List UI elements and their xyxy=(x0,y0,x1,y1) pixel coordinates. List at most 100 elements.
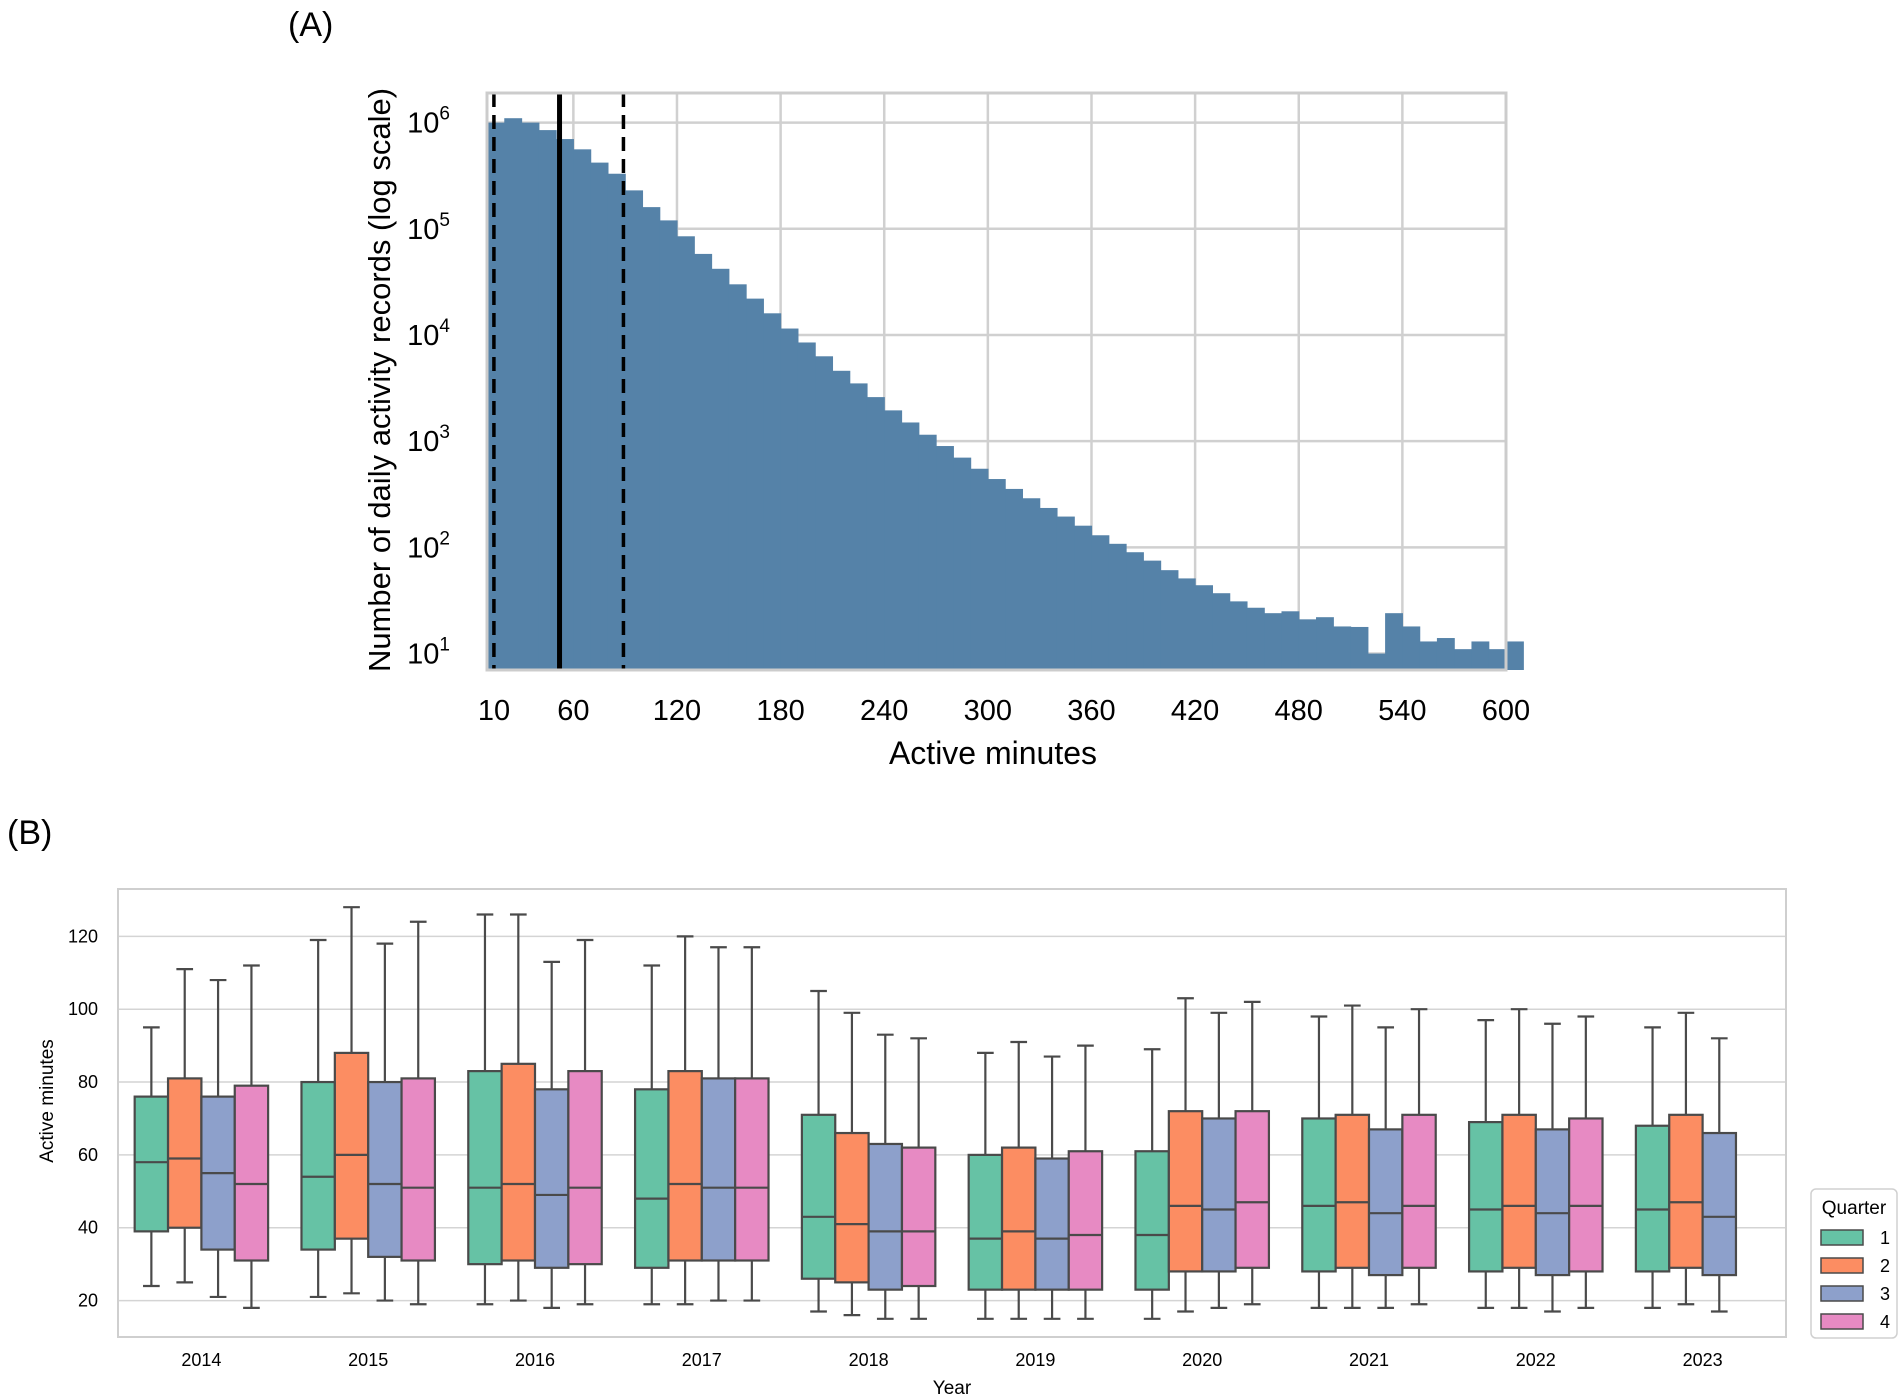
panel-a-histogram: (A) 10 60 120 180 240 300 360 420 480 540 600 1011… xyxy=(288,6,1530,771)
panel-a-x-tick-label: 600 xyxy=(1482,695,1530,727)
box-2016-q2 xyxy=(500,913,537,1302)
box-2019-q2 xyxy=(1000,1040,1037,1320)
legend-label-q1: 1 xyxy=(1880,1228,1890,1248)
box-2019-q3 xyxy=(1034,1055,1070,1320)
panel-a-x-tick-label: 480 xyxy=(1275,695,1323,727)
box-2022-q4 xyxy=(1568,1015,1604,1309)
box-2020-q4 xyxy=(1234,1000,1271,1306)
box-iqr xyxy=(333,1051,370,1240)
panel-a-histogram-bar xyxy=(1212,593,1231,670)
box-2022-q1 xyxy=(1467,1019,1504,1309)
box-iqr xyxy=(1401,1113,1437,1269)
panel-a-histogram-bar xyxy=(1246,607,1265,670)
box-2021-q2 xyxy=(1334,1004,1371,1309)
panel-a-histogram-bar xyxy=(866,397,885,670)
box-iqr xyxy=(1534,1128,1571,1277)
panel-b-boxes xyxy=(133,906,1738,1320)
box-iqr xyxy=(500,1062,537,1262)
panel-a-histogram-bar xyxy=(884,410,903,670)
box-iqr xyxy=(1568,1117,1604,1273)
panel-b-x-tick-label: 2015 xyxy=(348,1350,388,1370)
box-iqr xyxy=(734,1077,770,1262)
panel-a-histogram-bar xyxy=(1195,585,1213,670)
box-2016-q1 xyxy=(467,913,503,1306)
panel-a-histogram-bar xyxy=(607,173,626,670)
panel-a-y-tick-label: 103 xyxy=(407,422,450,458)
box-iqr xyxy=(1201,1117,1237,1273)
panel-a-reference-lines xyxy=(492,93,626,670)
panel-b-axes-border xyxy=(117,888,1787,1338)
legend-label-q4: 4 xyxy=(1880,1312,1890,1332)
box-iqr xyxy=(1634,1124,1671,1273)
panel-a-histogram-bar xyxy=(1506,641,1524,670)
panel-b-x-tick-label: 2018 xyxy=(849,1350,889,1370)
panel-a-histogram-bar xyxy=(1488,649,1507,670)
box-iqr xyxy=(1668,1113,1704,1269)
panel-b-x-tick-label: 2021 xyxy=(1349,1350,1389,1370)
panel-a-histogram-bar xyxy=(711,268,730,670)
box-2023-q3 xyxy=(1701,1037,1738,1313)
panel-a-y-axis-label: Number of daily activity records (log sc… xyxy=(362,88,397,672)
panel-a-x-tick-label: 420 xyxy=(1171,695,1219,727)
box-iqr xyxy=(1167,1110,1204,1273)
panel-a-histogram-bar xyxy=(780,328,799,670)
panel-a-histogram-bar xyxy=(521,122,540,671)
panel-a-histogram-bar xyxy=(676,236,695,670)
panel-a-histogram-bar xyxy=(763,313,782,670)
box-2023-q2 xyxy=(1668,1011,1704,1306)
panel-b-label: (B) xyxy=(7,814,52,852)
panel-a-histogram-bar xyxy=(797,342,816,670)
panel-b-y-tick-label: 20 xyxy=(78,1291,98,1311)
panel-a-histogram-bar xyxy=(1074,525,1093,670)
panel-a-x-tick-labels: 10 60 120 180 240 300 360 420 480 540 600 xyxy=(478,695,1530,727)
panel-a-histogram-bar xyxy=(538,130,557,671)
panel-a-histogram-bar xyxy=(573,149,592,671)
panel-a-histogram-bar xyxy=(504,118,523,670)
panel-b-frame xyxy=(117,888,1787,1338)
panel-a-histogram-bar xyxy=(953,457,972,670)
box-iqr xyxy=(700,1077,737,1262)
box-2016-q3 xyxy=(533,960,570,1309)
box-iqr xyxy=(1034,1157,1070,1291)
box-iqr xyxy=(300,1080,336,1251)
box-iqr xyxy=(1000,1146,1037,1291)
panel-a-y-tick-label: 104 xyxy=(407,316,450,352)
panel-a-histogram-bar xyxy=(1143,560,1162,670)
panel-a-histogram-bar xyxy=(1367,653,1386,670)
panel-a-axes-border xyxy=(485,91,1508,672)
panel-a-histogram-bar xyxy=(849,383,868,670)
panel-a-y-tick-labels: 101 102 103 104 105 106 xyxy=(407,104,450,671)
panel-a-histogram-bar xyxy=(832,370,851,670)
panel-a-histogram-bar xyxy=(918,434,937,670)
panel-b-y-tick-label: 40 xyxy=(78,1218,98,1238)
panel-a-histogram-bar xyxy=(728,284,747,670)
panel-a-histogram-bar xyxy=(590,162,609,670)
box-2018-q4 xyxy=(900,1037,937,1320)
box-iqr xyxy=(834,1131,870,1284)
box-iqr xyxy=(533,1088,570,1269)
box-iqr xyxy=(1367,1128,1404,1277)
box-iqr xyxy=(1467,1121,1504,1273)
box-iqr xyxy=(1134,1150,1170,1291)
panel-a-x-axis-label: Active minutes xyxy=(889,735,1097,771)
panel-a-histogram-bar xyxy=(1264,613,1283,670)
panel-a-histogram-bar xyxy=(1402,626,1421,670)
box-2022-q2 xyxy=(1501,1008,1537,1309)
box-2021-q4 xyxy=(1401,1008,1437,1306)
panel-a-histogram-bar xyxy=(987,479,1006,670)
box-iqr xyxy=(1067,1150,1104,1291)
panel-b-y-tick-label: 120 xyxy=(68,926,98,946)
panel-a-x-tick-label: 180 xyxy=(756,695,804,727)
box-iqr xyxy=(900,1146,937,1288)
panel-a-y-tick-label: 102 xyxy=(407,528,450,564)
panel-a-histogram-bar xyxy=(487,122,505,671)
box-iqr xyxy=(1234,1110,1271,1269)
panel-a-histogram-bar xyxy=(1298,619,1317,670)
legend-swatch-q2 xyxy=(1820,1257,1864,1274)
panel-b-y-tick-label: 80 xyxy=(78,1072,98,1092)
panel-a-y-tick-label: 105 xyxy=(407,210,450,246)
panel-a-x-tick-label: 10 xyxy=(478,695,510,727)
box-2019-q1 xyxy=(967,1051,1004,1320)
panel-a-histogram-bar xyxy=(1177,578,1196,670)
